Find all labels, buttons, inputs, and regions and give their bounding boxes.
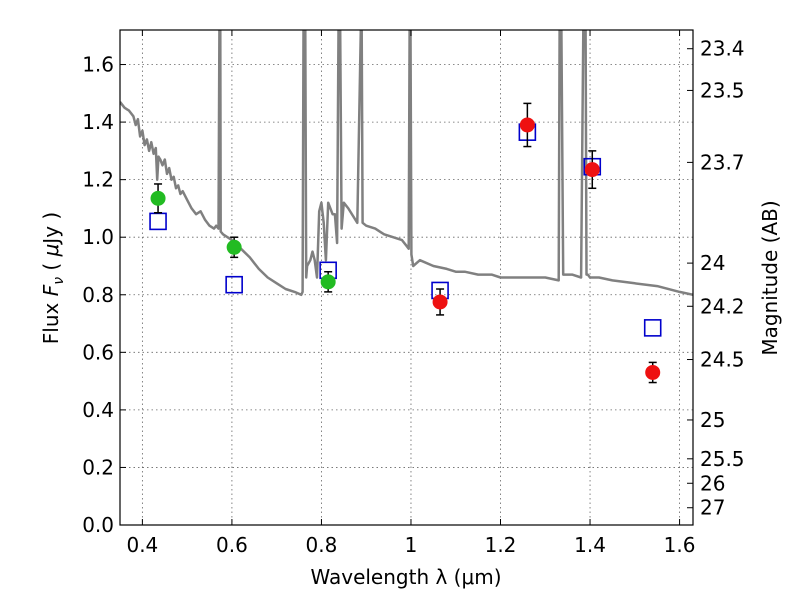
observed-flux-point [150,190,166,206]
y2-tick-label: 26 [700,471,725,495]
y2-tick-label: 24 [700,251,725,275]
y-tick-label: 0.0 [82,513,114,537]
model-photometry-square [225,275,243,294]
y2-tick-label: 27 [700,496,725,520]
x-tick-label: 1.2 [485,533,517,557]
y-tick-label: 1.2 [82,168,114,192]
y-tick-label: 0.2 [82,455,114,479]
observed-flux-point [226,239,242,255]
x-tick-label: 0.6 [216,533,248,557]
y-tick-label: 0.4 [82,398,114,422]
y-axis-label: Flux Fν ( μJy ) [39,212,67,344]
y2-tick-label: 25.5 [700,447,745,471]
spectrum-line [120,30,693,297]
observed-flux-point [645,364,661,380]
y-tick-label: 1.4 [82,110,114,134]
plot-frame [119,29,694,526]
x-tick-label: 1.4 [574,533,606,557]
y2-tick-label: 24.2 [700,294,745,318]
x-tick-label: 0.4 [126,533,158,557]
y-tick-label: 1.0 [82,225,114,249]
observed-flux-point [320,274,336,290]
y2-tick-label: 23.7 [700,150,745,174]
y2-axis-label: Magnitude (AB) [758,200,782,355]
y-tick-label: 0.8 [82,283,114,307]
y2-tick-label: 25 [700,408,725,432]
y-tick-label: 1.6 [82,53,114,77]
y2-tick-label: 23.4 [700,37,745,61]
y-tick-label: 0.6 [82,340,114,364]
y2-tick-label: 24.5 [700,348,745,372]
observed-flux-point [584,162,600,178]
axis-ticks: 0.4 0.6 0.8 1 1.2 1.4 1.6 0.0 0.2 0.4 0.6 0.8 1.0 1.2… [82,30,745,557]
plot-area [120,30,693,384]
model-photometry-square [643,319,662,337]
x-tick-label: 0.8 [306,533,338,557]
observed-flux-point [432,294,448,310]
x-axis-label: Wavelength λ (μm) [310,565,501,589]
x-tick-label: 1.6 [664,533,696,557]
observed-flux-point [519,117,535,133]
x-tick-label: 1 [405,533,418,557]
y2-tick-label: 23.5 [700,78,745,102]
